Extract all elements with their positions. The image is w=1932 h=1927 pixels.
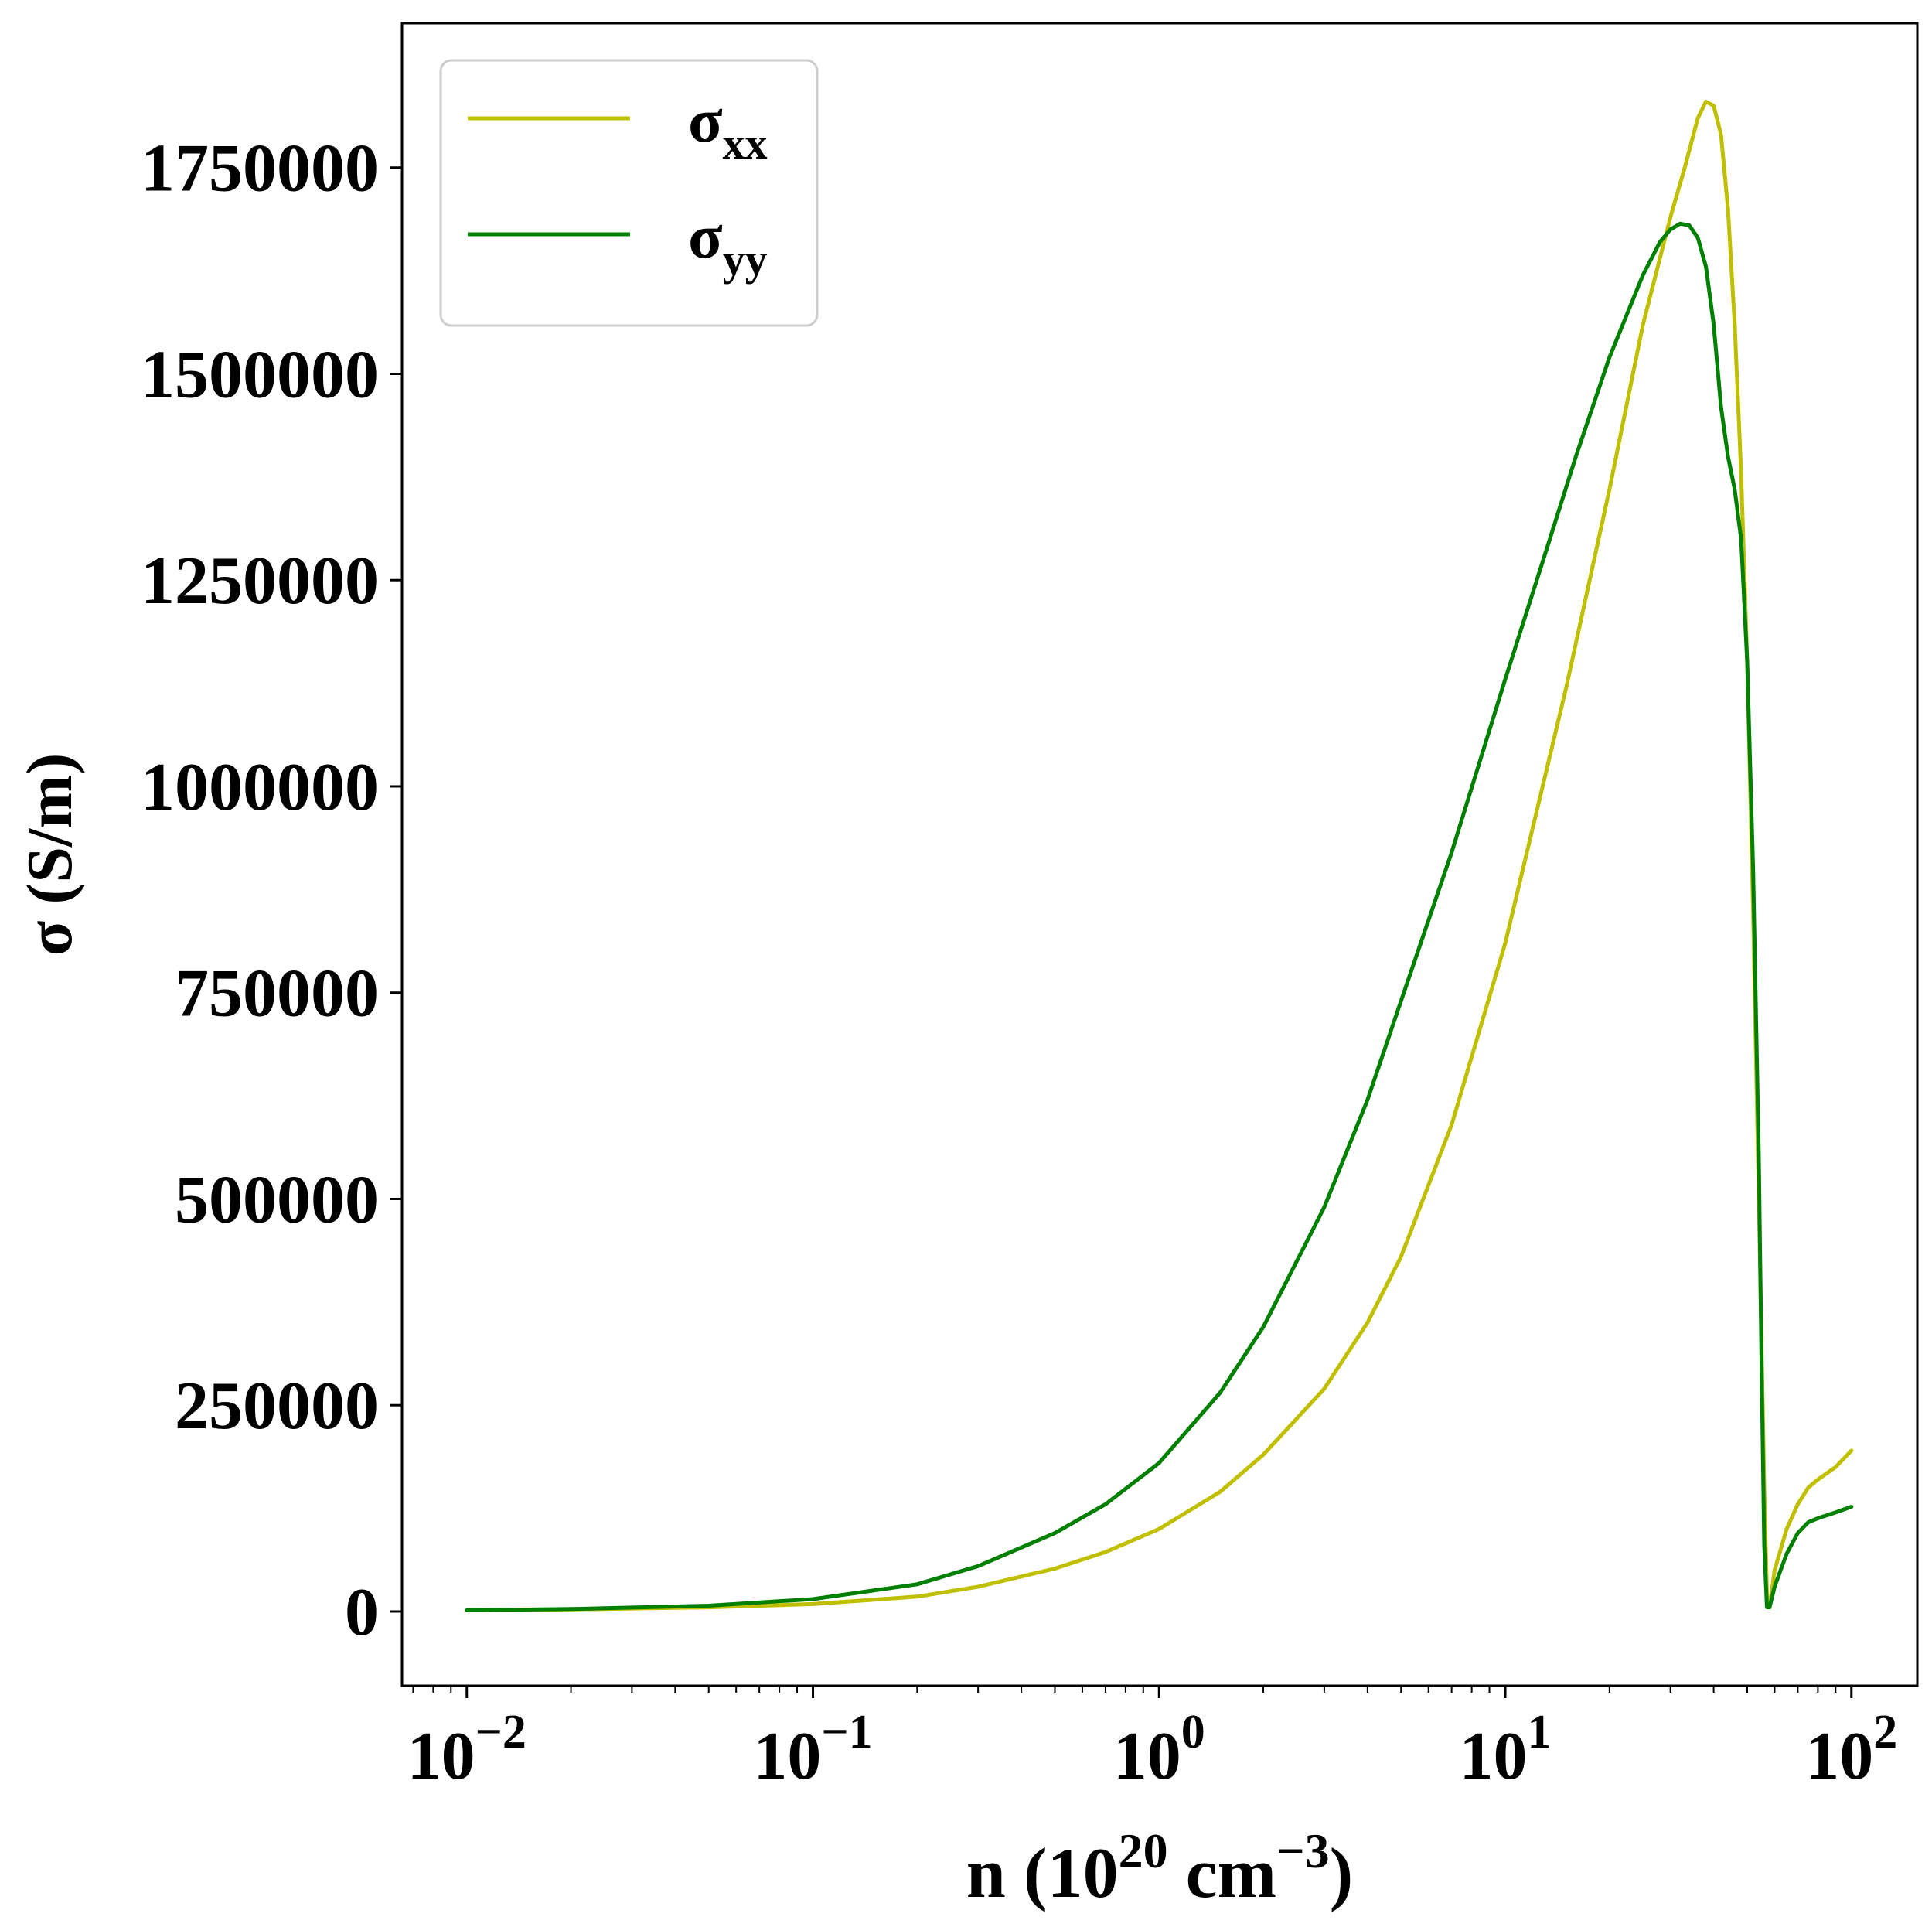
- legend-label-xx-sub: xx: [723, 118, 768, 169]
- x-axis-title-end: ): [1330, 1833, 1354, 1912]
- x-tick-label-exp: 2: [1873, 1706, 1897, 1758]
- x-tick-label-base: 10: [1805, 1719, 1873, 1794]
- legend-label-xx-name: σ: [688, 85, 723, 155]
- x-tick-label: 100: [1113, 1706, 1205, 1794]
- x-axis-title-mid: cm: [1168, 1833, 1276, 1912]
- x-axis-title: n (1020 cm−3): [966, 1823, 1353, 1912]
- x-tick-label: 101: [1460, 1706, 1552, 1794]
- x-tick-label-exp: −2: [475, 1706, 526, 1758]
- x-tick-label-base: 10: [753, 1719, 821, 1794]
- y-tick-label: 1500000: [141, 337, 379, 412]
- legend-label-xx: σxx: [688, 85, 768, 169]
- series-layer: [465, 99, 1854, 1612]
- x-tick-label-exp: 1: [1528, 1706, 1552, 1758]
- y-tick-label: 500000: [175, 1162, 379, 1237]
- y-tick-label: 1750000: [141, 131, 379, 206]
- x-axis: 10−2 10−1 100 101 102: [407, 1686, 1897, 1794]
- legend: σxx σyy: [439, 59, 819, 327]
- y-tick-label: 750000: [175, 957, 379, 1032]
- x-tick-label-base: 10: [407, 1719, 475, 1794]
- y-axis-title: σ (S/m): [14, 753, 86, 957]
- x-tick-label: 10−1: [753, 1706, 872, 1794]
- series-line-yy: [465, 221, 1854, 1612]
- y-tick-label: 1250000: [141, 544, 379, 619]
- x-tick-label-base: 10: [1460, 1719, 1528, 1794]
- y-tick-label: 0: [345, 1575, 379, 1650]
- x-tick-label: 10−2: [407, 1706, 526, 1794]
- legend-label-yy-sub: yy: [723, 234, 768, 285]
- x-tick-label-exp: 0: [1181, 1706, 1205, 1758]
- legend-box: [439, 59, 819, 327]
- x-tick-label-base: 10: [1113, 1719, 1181, 1794]
- x-axis-title-base: n (10: [966, 1833, 1119, 1912]
- legend-label-yy-name: σ: [688, 201, 723, 271]
- y-tick-label: 250000: [175, 1369, 379, 1444]
- x-axis-title-exp2: −3: [1276, 1823, 1329, 1878]
- x-axis-title-exp1: 20: [1119, 1823, 1168, 1878]
- x-tick-label: 102: [1805, 1706, 1897, 1794]
- x-tick-label-exp: −1: [821, 1706, 872, 1758]
- y-tick-label: 1000000: [141, 750, 379, 825]
- legend-label-yy: σyy: [688, 201, 768, 285]
- y-axis: 0 250000 500000 750000 1000000 1250000 1500000…: [141, 131, 402, 1650]
